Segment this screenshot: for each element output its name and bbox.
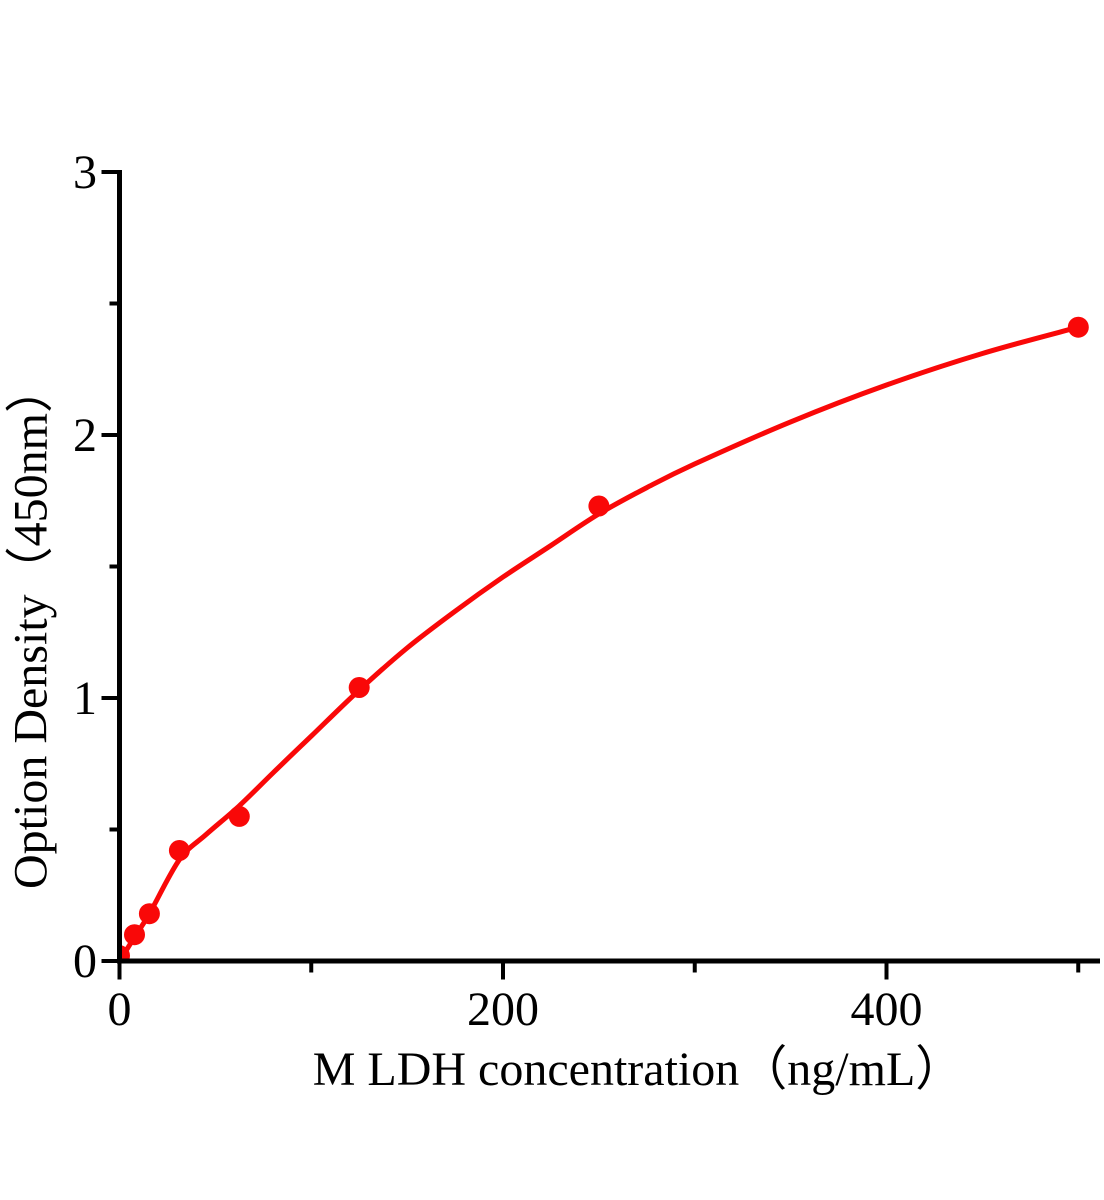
y-tick-label-0: 0 xyxy=(73,935,97,988)
data-point-5 xyxy=(348,677,370,698)
data-point-7 xyxy=(1067,316,1089,338)
data-point-2 xyxy=(138,903,160,925)
data-point-1 xyxy=(124,924,145,946)
data-point-6 xyxy=(588,495,610,517)
fit-curve xyxy=(121,324,1081,960)
series-group xyxy=(121,316,1089,960)
x-tick-label-200: 200 xyxy=(467,983,539,1036)
x-axis-title: M LDH concentration（ng/mL） xyxy=(312,1043,964,1096)
y-tick-label-3: 3 xyxy=(73,146,97,199)
y-tick-label-1: 1 xyxy=(73,672,97,725)
x-tick-label-400: 400 xyxy=(851,983,923,1036)
x-tick-label-0: 0 xyxy=(108,983,132,1036)
y-axis-title: Option Density（450nm） xyxy=(4,365,58,889)
data-point-3 xyxy=(168,840,190,861)
data-point-0 xyxy=(121,945,130,960)
data-point-4 xyxy=(228,805,250,827)
y-tick-label-2: 2 xyxy=(73,409,97,462)
